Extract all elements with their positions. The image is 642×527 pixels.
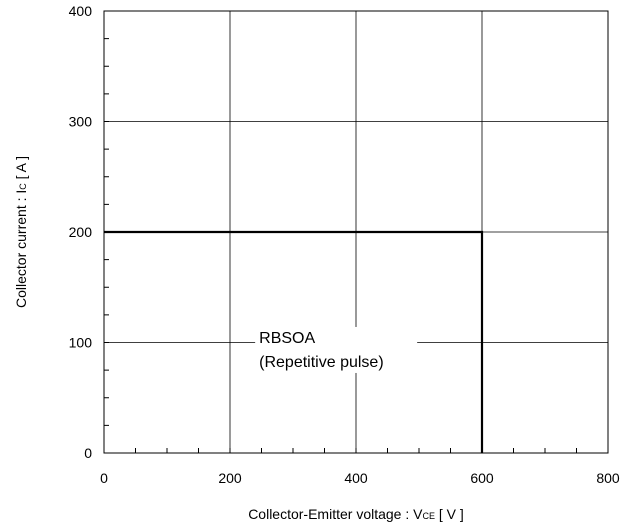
y-tick-label: 300 <box>69 114 93 130</box>
x-tick-label: 600 <box>470 470 494 486</box>
y-axis-title-subscript: C <box>18 183 28 190</box>
y-axis-title: Collector current : IC [ A ] <box>13 156 29 308</box>
y-axis-title-unit: [ A ] <box>13 156 29 183</box>
x-axis-title-main: Collector-Emitter voltage : V <box>248 506 423 522</box>
x-tick-label: 200 <box>218 470 242 486</box>
x-tick-labels: 0 200 400 600 800 <box>100 470 620 486</box>
x-axis-title-unit: [ V ] <box>435 506 464 522</box>
plot-frame <box>103 10 609 454</box>
minor-ticks <box>104 38 577 453</box>
annotation-background <box>255 326 418 373</box>
y-tick-label: 200 <box>69 224 93 240</box>
x-axis-title-subscript: CE <box>422 511 435 521</box>
series <box>104 230 484 453</box>
annotation-line-2: (Repetitive pulse) <box>259 354 384 371</box>
x-axis-title: Collector-Emitter voltage : VCE [ V ] <box>248 506 464 522</box>
annotation-line-1: RBSOA <box>259 330 315 347</box>
y-tick-labels: 0 100 200 300 400 <box>69 3 93 461</box>
y-tick-label: 0 <box>84 445 92 461</box>
y-tick-label: 100 <box>69 335 93 351</box>
y-tick-label: 400 <box>69 3 93 19</box>
rbsoa-boundary-line <box>104 230 484 453</box>
x-tick-label: 0 <box>100 470 108 486</box>
x-tick-label: 800 <box>596 470 620 486</box>
y-axis-title-main: Collector current : I <box>13 190 29 308</box>
x-tick-label: 400 <box>344 470 368 486</box>
